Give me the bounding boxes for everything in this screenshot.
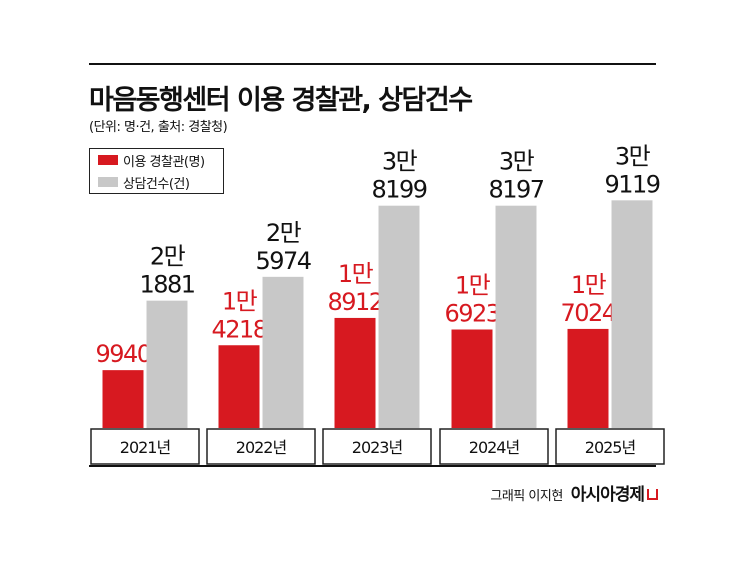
bar-counseling [378,205,420,428]
data-label-officers: 1만 [571,271,607,299]
bar-counseling [146,300,188,428]
category-label: 2022년 [236,438,287,457]
brand-logo: 아시아경제 [570,485,645,505]
data-label-officers: 8912 [327,288,382,316]
category-label: 2021년 [120,438,171,457]
category-box [555,428,665,465]
category-box [90,428,200,465]
bar-counseling [611,200,653,428]
data-label-counseling: 8199 [371,176,426,204]
bar-officers [334,317,376,428]
data-label-counseling: 3만 [382,148,418,176]
footer: 그래픽 이지현 아시아경제 [490,480,658,505]
data-label-officers: 7024 [560,299,615,327]
bar-officers [102,370,144,428]
data-label-counseling: 9119 [604,170,659,198]
data-label-counseling: 5974 [255,247,310,275]
data-label-counseling: 2만 [150,243,186,271]
category-label: 2025년 [585,438,636,457]
category-box [439,428,549,465]
data-label-officers: 1만 [455,272,491,300]
category-label: 2023년 [352,438,403,457]
data-label-counseling: 3만 [499,148,535,176]
chart-subtitle: (단위: 명·건, 출처: 경찰청) [89,120,228,135]
footer-rule [89,465,656,467]
legend: 이용 경찰관(명) 상담건수(건) [89,148,224,194]
data-label-counseling: 3만 [615,142,651,170]
bar-counseling [495,205,537,428]
legend-item-officers: 이용 경찰관(명) [90,149,223,171]
category-box [206,428,316,465]
data-label-officers: 4218 [211,315,266,343]
legend-swatch-officers [98,155,118,165]
legend-item-counseling: 상담건수(건) [90,171,223,193]
data-label-counseling: 2만 [266,219,302,247]
legend-label-officers: 이용 경찰관(명) [123,154,205,170]
graphic-credit: 그래픽 이지현 [490,489,563,504]
top-rule [89,63,656,65]
legend-swatch-counseling [98,177,118,187]
data-label-counseling: 1881 [139,271,194,299]
legend-label-counseling: 상담건수(건) [123,176,190,192]
bar-counseling [262,276,304,428]
bar-officers [451,329,493,428]
data-label-counseling: 8197 [488,176,543,204]
data-label-officers: 1만 [338,260,374,288]
chart-title: 마음동행센터 이용 경찰관, 상담건수 [89,85,473,116]
bar-officers [218,345,260,428]
data-label-officers: 6923 [444,300,499,328]
category-label: 2024년 [469,438,520,457]
data-label-officers: 1만 [222,287,258,315]
data-label-officers: 9940 [95,340,150,368]
brand-mark-icon [647,489,658,500]
category-box [322,428,432,465]
bar-officers [567,328,609,428]
